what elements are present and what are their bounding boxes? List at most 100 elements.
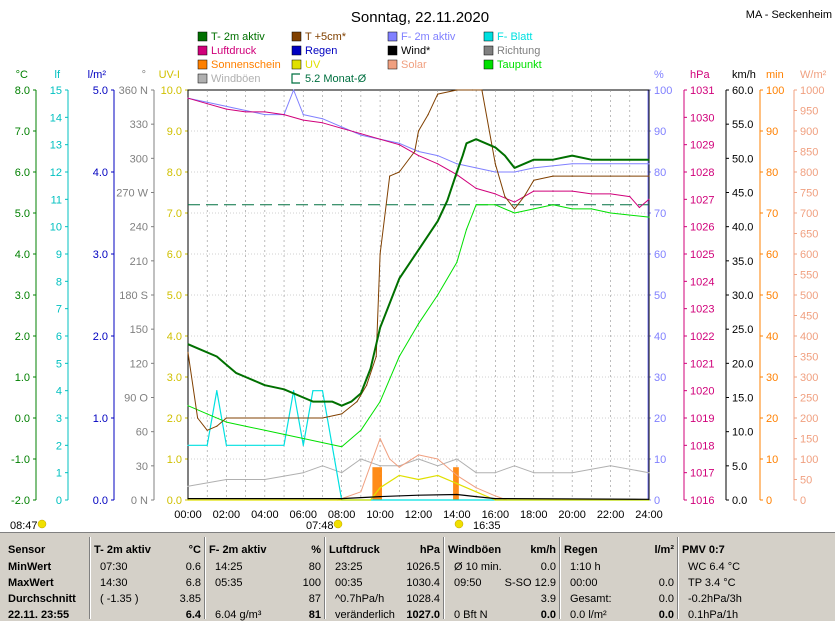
data-point [245,444,247,446]
data-point [187,97,189,99]
table-cell: veränderlich 1027.0 [325,608,444,622]
axis-tick-label-wm2: 750 [800,188,818,200]
data-point [513,465,516,467]
data-point [465,228,468,230]
axis-tick-label-leaf: 5 [56,358,62,370]
x-tick-label: 18:00 [520,509,548,521]
data-point [321,118,324,120]
axis-tick-label-wm2: 650 [800,229,818,241]
axis-tick-label-temp: -1.0 [11,454,30,466]
data-point [398,465,400,467]
axis-tick-label-min: 40 [766,331,778,343]
table-cell-note: 09:50 [454,577,482,589]
axis-unit-wm2: W/m² [800,69,827,81]
data-point [417,249,420,251]
data-point [321,465,324,467]
table-column: T- 2m aktiv °C 07:30 0.6 14:30 6.8 ( -1.35 ) 3.… [89,537,205,622]
data-point [245,111,247,113]
data-point [427,114,429,116]
data-point [389,458,391,460]
axis-unit-min: min [766,69,784,81]
data-point [187,498,189,500]
axis-tick-label-hpa: 1018 [690,440,714,452]
axis-tick-label-min: 10 [766,454,778,466]
axis-tick-label-kmh: 45.0 [732,188,753,200]
legend-swatch-fblatt [483,31,494,42]
table-column-unit: km/h [530,544,556,556]
table-column-title: Windböen [448,544,502,556]
table-cell-value: S-SO 12.9 [504,577,556,589]
data-point [610,212,612,214]
legend-swatch-t2m [197,31,208,42]
table-cell-note: 14:30 [100,577,128,589]
axis-tick-label-wm2: 250 [800,393,818,405]
axis-tick-label-hpa: 1023 [690,304,714,316]
axis-tick-label-temp: 7.0 [15,126,30,138]
data-point [494,472,496,474]
axis-tick-label-wm2: 450 [800,311,818,323]
data-point [225,444,227,446]
sun-events: 08:47 07:48 16:35 [10,519,501,532]
axis-tick-label-leaf: 7 [56,304,62,316]
legend-swatch-luftdruck [197,45,208,56]
axis-tick-label-dir: 330 [130,119,148,131]
legend-label-sonne: Sonnenschein [211,59,281,71]
sunshine-bar [372,467,383,500]
axis-tick-label-wm2: 1000 [800,85,824,97]
axis-tick-label-kmh: 40.0 [732,222,753,234]
data-point [283,444,285,446]
table-column-unit: % [311,544,321,556]
table-cell-note: veränderlich [335,609,395,621]
axis-tick-label-hpa: 1024 [690,276,714,288]
data-point [197,417,199,419]
x-tick-label: 12:00 [405,509,433,521]
weather-chart: Sonntag, 22.11.2020 MA - Seckenheim T- 2… [10,9,832,532]
data-point [312,401,314,403]
data-point [206,103,208,105]
data-point [533,472,535,474]
axis-unit-uv: UV-I [159,69,180,81]
data-point [302,437,304,440]
axis-unit-kmh: km/h [732,69,756,81]
data-point [437,220,439,222]
table-cell-note: 0.0 l/m² [570,609,607,621]
axis-tick-label-temp: 8.0 [15,85,30,97]
table-row-labels: Sensor MinWert MaxWert Durchschnitt 22.11. 2… [0,537,90,621]
axis-tick-label-hpa: 1025 [690,249,714,261]
summary-table: Sensor MinWert MaxWert Durchschnitt 22.11. 2… [0,532,835,621]
data-point [264,111,266,113]
table-column-unit: l/m² [654,544,674,556]
data-point [590,208,593,210]
table-column-header: T- 2m aktiv °C [90,543,205,557]
axis-tick-label-hum: 30 [654,372,666,384]
axis-tick-label-hum: 50 [654,290,666,302]
data-point [533,208,535,210]
data-point [264,384,266,386]
data-point [225,108,227,110]
data-point [293,89,295,91]
table-column-title: Regen [564,544,598,556]
legend-label-uv: UV [305,59,321,71]
table-cell: 09:50 S-SO 12.9 [444,576,560,590]
data-point [462,155,464,157]
axis-tick-label-dir: 60 [136,427,148,439]
station-name: MA - Seckenheim [746,9,832,21]
table-cell: 3.9 [444,592,560,606]
data-point [389,302,391,304]
axis-tick-label-leaf: 13 [50,140,62,152]
data-point [504,155,506,157]
axis-tick-label-leaf: 14 [50,112,62,124]
table-column-title: T- 2m aktiv [94,544,151,556]
data-point [245,425,247,427]
data-point [379,401,381,403]
sun-icon [37,519,47,529]
axis-tick-label-hum: 10 [654,454,666,466]
data-point [610,163,612,165]
table-cell-value: 80 [308,561,321,573]
axis-tick-label-hpa: 1017 [690,468,714,480]
data-point [571,208,573,210]
axis-tick-label-leaf: 10 [50,222,62,234]
axis-tick-label-hpa: 1016 [690,495,714,507]
data-point [417,454,420,456]
table-cell: 6.4 [90,608,205,622]
